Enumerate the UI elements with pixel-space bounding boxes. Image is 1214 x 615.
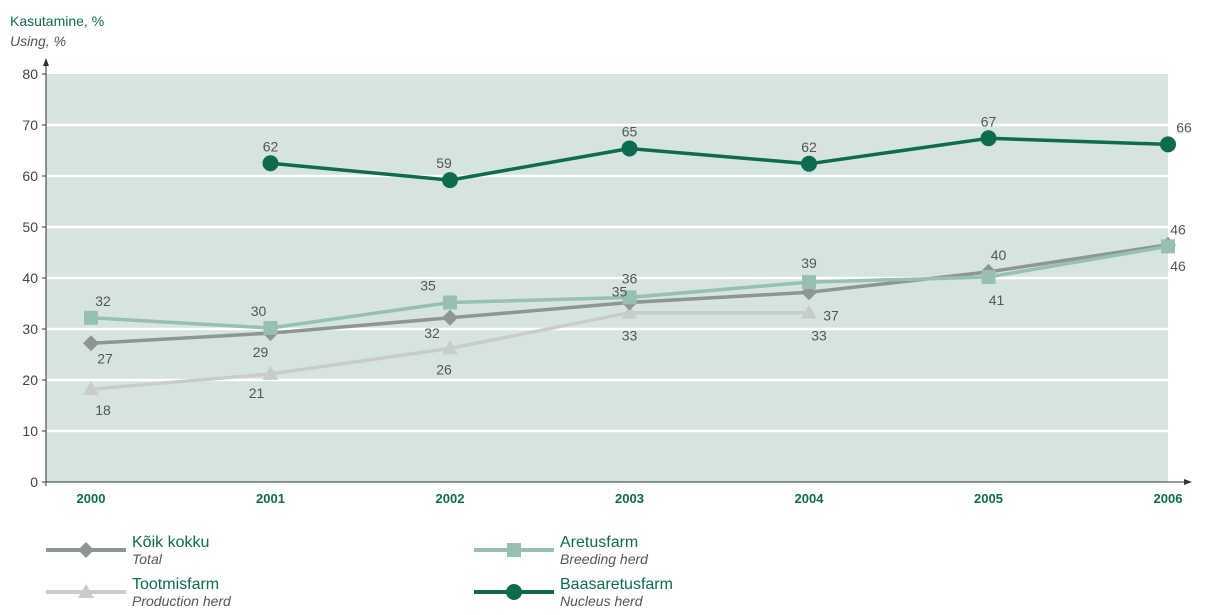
data-point (1161, 239, 1175, 254)
x-tick-label: 2000 (77, 491, 106, 506)
y-tick-label: 10 (22, 423, 38, 439)
data-point (801, 155, 817, 172)
series-line-0 (270, 136, 1169, 182)
data-label: 32 (424, 325, 440, 341)
data-label: 33 (811, 328, 827, 344)
data-point (84, 310, 98, 325)
data-label: 59 (436, 155, 452, 171)
data-label: 66 (1176, 119, 1192, 135)
x-tick-label: 2001 (256, 491, 285, 506)
data-label: 41 (989, 292, 1005, 308)
data-point (802, 275, 816, 290)
y-tick-label: 50 (22, 219, 38, 235)
data-point (621, 304, 638, 319)
data-label: 18 (95, 402, 111, 418)
legend-swatch-marker (78, 542, 94, 558)
y-axis-title: Kasutamine, % (10, 13, 104, 29)
data-point (263, 320, 278, 335)
data-point (621, 140, 638, 157)
data-label: 32 (95, 293, 111, 309)
x-tick-label: 2004 (795, 491, 825, 506)
x-axis-arrow (1184, 479, 1192, 485)
legend-swatch-marker (506, 584, 522, 600)
data-point (801, 304, 817, 319)
legend-sublabel: Total (132, 551, 163, 567)
legend-sublabel: Nucleus herd (560, 593, 644, 609)
y-tick-label: 30 (22, 321, 38, 337)
legend-swatch-marker (78, 584, 94, 598)
legend-label: Baasaretusfarm (560, 576, 673, 593)
data-label: 36 (622, 270, 638, 286)
data-label: 21 (249, 385, 265, 401)
data-point (442, 309, 458, 326)
y-axis-subtitle: Using, % (10, 33, 66, 49)
data-point (262, 365, 279, 380)
data-point (443, 295, 457, 310)
x-tick-label: 2002 (436, 491, 465, 506)
data-label: 62 (801, 139, 817, 155)
data-label: 35 (420, 277, 436, 293)
data-point (262, 155, 279, 172)
data-point (1160, 136, 1176, 153)
legend-label: Tootmisfarm (132, 576, 219, 593)
data-point (980, 130, 997, 147)
legend-sublabel: Breeding herd (560, 551, 649, 567)
data-point (622, 290, 637, 305)
data-label: 46 (1170, 221, 1186, 237)
data-label: 35 (612, 283, 628, 299)
x-axis-ticks: 2000 2001 2002 2003 2004 2005 2006 (77, 491, 1183, 506)
data-point (83, 335, 99, 352)
data-point (442, 172, 458, 189)
y-tick-label: 40 (22, 270, 38, 286)
x-tick-label: 2003 (615, 491, 644, 506)
data-label: 40 (991, 247, 1007, 263)
data-label: 29 (253, 344, 269, 360)
legend-sublabel: Production herd (132, 593, 232, 609)
data-label: 26 (436, 361, 452, 377)
data-label: 39 (801, 255, 817, 271)
data-point (981, 269, 996, 284)
y-tick-label: 80 (22, 66, 38, 82)
data-label: 67 (981, 113, 997, 129)
data-point (83, 381, 99, 396)
legend-label: Aretusfarm (560, 534, 638, 551)
data-point (442, 340, 458, 355)
legend-swatch-marker (507, 543, 521, 557)
data-label: 46 (1170, 258, 1186, 274)
data-label: 30 (251, 303, 267, 319)
data-label: 62 (263, 138, 279, 154)
y-tick-label: 20 (22, 372, 38, 388)
x-tick-label: 2005 (974, 491, 1003, 506)
gridlines (46, 123, 1168, 433)
data-label: 33 (622, 328, 638, 344)
series-markers (83, 130, 1176, 396)
data-label: 65 (622, 123, 638, 139)
y-tick-label: 70 (22, 117, 38, 133)
y-axis-arrow (43, 58, 49, 66)
y-axis-ticks: 0 10 20 30 40 50 60 70 80 (22, 66, 46, 490)
y-tick-label: 0 (30, 474, 38, 490)
x-tick-label: 2006 (1154, 491, 1183, 506)
axes (42, 58, 1192, 486)
data-label: 37 (823, 307, 839, 323)
y-tick-label: 60 (22, 168, 38, 184)
legend-label: Kõik kokku (132, 534, 209, 551)
data-label: 27 (97, 350, 113, 366)
